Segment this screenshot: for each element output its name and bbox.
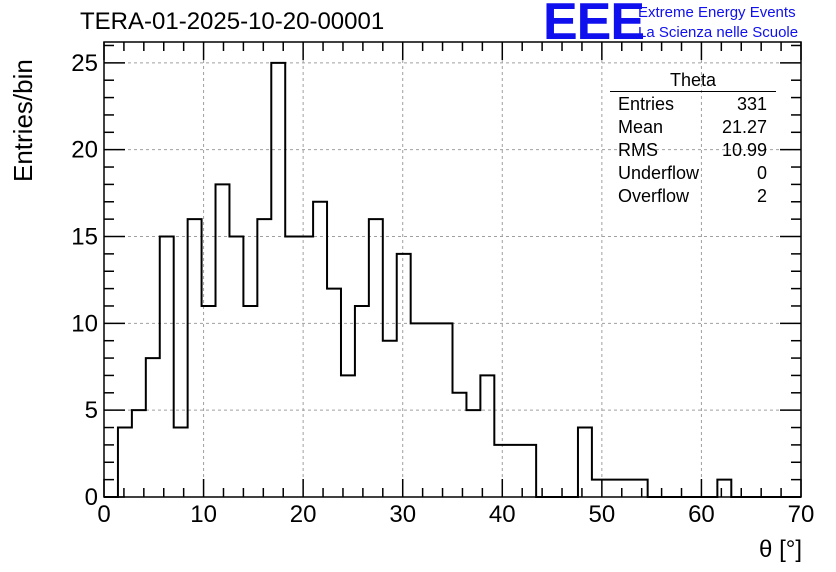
y-axis-label: Entries/bin — [8, 59, 38, 182]
stats-value: 331 — [736, 94, 767, 114]
eee-logo: EEE — [543, 0, 645, 51]
y-tick-label: 20 — [71, 137, 98, 164]
x-tick-label: 20 — [290, 501, 317, 528]
chart-title: TERA-01-2025-10-20-00001 — [80, 8, 385, 35]
logo-text: Extreme Energy Events La Scienza nelle S… — [638, 3, 798, 43]
plot-frame — [103, 41, 802, 498]
stats-box: Theta Entries 331 Mean 21.27 RMS 10.99 Unde… — [610, 70, 776, 208]
axis-ticks — [103, 42, 802, 498]
stats-label: Underflow — [618, 163, 700, 183]
logo-line-2: La Scienza nelle Scuole — [638, 24, 799, 41]
stats-title: Theta — [610, 70, 776, 92]
x-tick-label: 10 — [190, 501, 217, 528]
stats-value: 0 — [756, 163, 767, 183]
stats-value: 10.99 — [721, 140, 767, 160]
stats-label: RMS — [618, 140, 658, 160]
stats-row-overflow: Overflow 2 — [610, 185, 776, 208]
x-tick-label: 50 — [589, 501, 616, 528]
stats-row-mean: Mean 21.27 — [610, 116, 776, 139]
x-axis-label: θ [°] — [759, 536, 802, 563]
y-tick-label: 5 — [85, 397, 98, 424]
histogram-outline — [104, 61, 801, 498]
y-tick-label: 15 — [71, 224, 98, 251]
stats-label: Entries — [618, 94, 675, 114]
stats-value: 2 — [756, 186, 767, 206]
x-tick-label: 70 — [788, 501, 815, 528]
x-tick-label: 30 — [389, 501, 416, 528]
x-tick-label: 60 — [688, 501, 715, 528]
y-tick-label: 25 — [71, 50, 98, 77]
stats-row-underflow: Underflow 0 — [610, 162, 776, 185]
stats-row-entries: Entries 331 — [610, 93, 776, 116]
stats-row-rms: RMS 10.99 — [610, 139, 776, 162]
logo-line-1: Extreme Energy Events — [638, 4, 796, 21]
y-tick-label: 0 — [85, 484, 98, 511]
x-tick-label: 40 — [489, 501, 516, 528]
stats-value: 21.27 — [721, 117, 767, 137]
stats-label: Mean — [618, 117, 664, 137]
stats-label: Overflow — [618, 186, 690, 206]
y-tick-label: 10 — [71, 310, 98, 337]
x-tick-label: 0 — [97, 501, 110, 528]
